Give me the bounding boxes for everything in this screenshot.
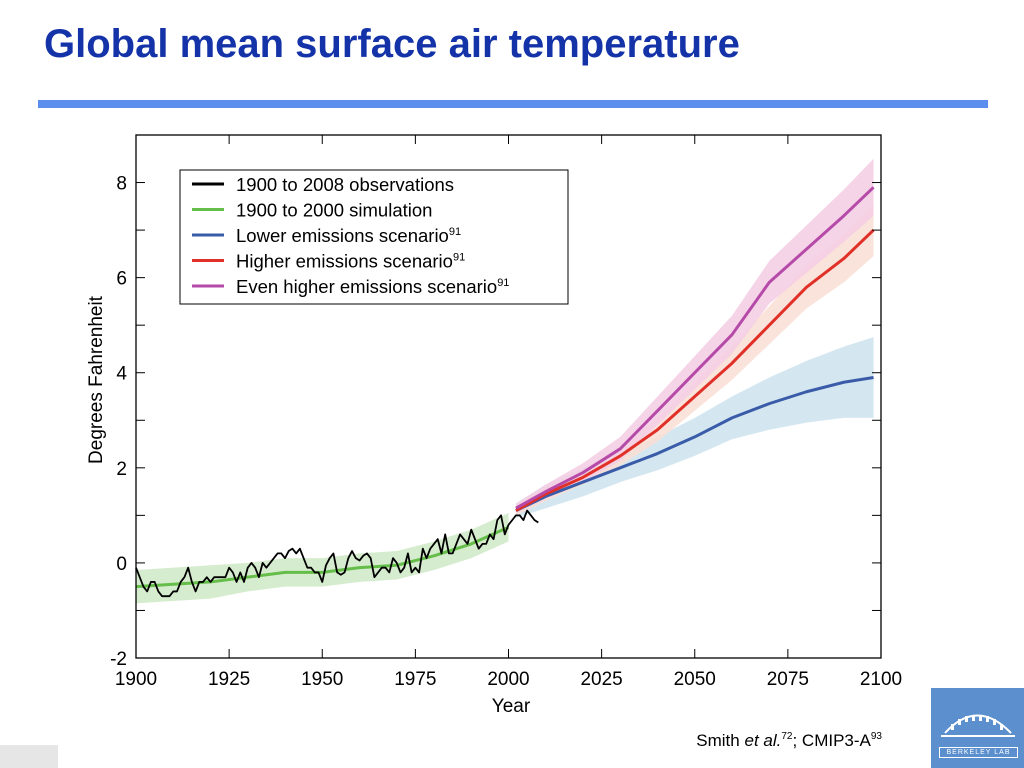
y-tick-label: 2 [116,459,127,480]
line-lower-emissions-scenario [515,376,874,512]
citation-ref-2: 93 [870,731,882,742]
berkeley-lab-logo: BERKELEY LAB [931,688,1024,768]
x-tick-label: 2025 [580,669,622,690]
x-tick-label: 1900 [115,669,157,690]
x-tick-label: 2050 [674,669,716,690]
legend-superscript: 91 [453,252,465,264]
x-tick-label: 2100 [860,669,902,690]
citation-source: ; CMIP3-A [792,731,871,750]
x-tick-label: 1975 [394,669,436,690]
legend-label: 1900 to 2000 simulation [236,200,432,221]
corner-decoration [0,745,58,768]
logo-label: BERKELEY LAB [939,747,1018,758]
y-tick-label: -2 [110,649,127,670]
legend-box [179,169,569,305]
series-lines [135,186,875,598]
x-axis-label: Year [492,696,531,717]
y-tick-label: 4 [116,364,127,385]
citation: Smith et al.72; CMIP3-A93 [696,731,882,751]
y-tick-label: 0 [116,554,127,575]
y-tick-label: 6 [116,269,127,290]
x-tick-label: 2000 [487,669,529,690]
line-higher-emissions-scenario [515,229,875,512]
legend-label: Even higher emissions scenario91 [236,276,509,297]
band-even-higher-emissions-scenario [515,158,874,513]
citation-ref-1: 72 [781,731,793,742]
axis-ticks: 1900 1925 1950 1975 2000 2025 2050 2075 2100 -2 0 2… [110,134,902,690]
legend: 1900 to 2008 observations 1900 to 2000 si… [179,169,569,305]
citation-etal: et al. [744,731,782,750]
x-tick-label: 1950 [301,669,343,690]
legend-superscript: 91 [497,277,509,289]
citation-author: Smith [696,731,740,750]
x-tick-label: 2075 [767,669,809,690]
legend-label: Higher emissions scenario91 [236,251,465,272]
y-axis-label: Degrees Fahrenheit [86,295,107,464]
page-title: Global mean surface air temperature [44,22,740,66]
title-underline [38,100,988,108]
band-1900-to-2000-simulation [136,512,509,604]
legend-label: 1900 to 2008 observations [236,174,454,195]
lab-building-icon [941,714,1015,737]
y-tick-label: 8 [116,174,127,195]
legend-superscript: 91 [449,226,461,238]
legend-label: Lower emissions scenario91 [236,225,461,246]
x-tick-label: 1925 [208,669,250,690]
line-even-higher-emissions-scenario [515,186,875,510]
line-1900-to-2008-observations [135,509,539,598]
